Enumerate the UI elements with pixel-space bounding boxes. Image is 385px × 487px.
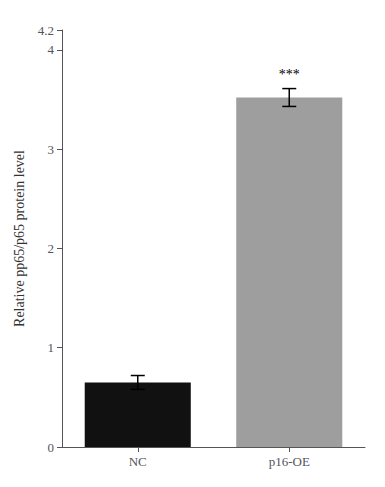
- svg-text:Relative pp65/p65 protein leve: Relative pp65/p65 protein level: [12, 150, 27, 327]
- svg-text:NC: NC: [129, 454, 147, 469]
- svg-text:p16-OE: p16-OE: [269, 454, 310, 469]
- svg-text:2: 2: [48, 241, 55, 256]
- svg-text:1: 1: [48, 340, 55, 355]
- svg-text:***: ***: [279, 67, 300, 82]
- svg-text:0: 0: [48, 440, 55, 455]
- svg-text:4.2: 4.2: [38, 23, 54, 38]
- svg-text:3: 3: [48, 142, 55, 157]
- svg-text:4: 4: [48, 42, 55, 57]
